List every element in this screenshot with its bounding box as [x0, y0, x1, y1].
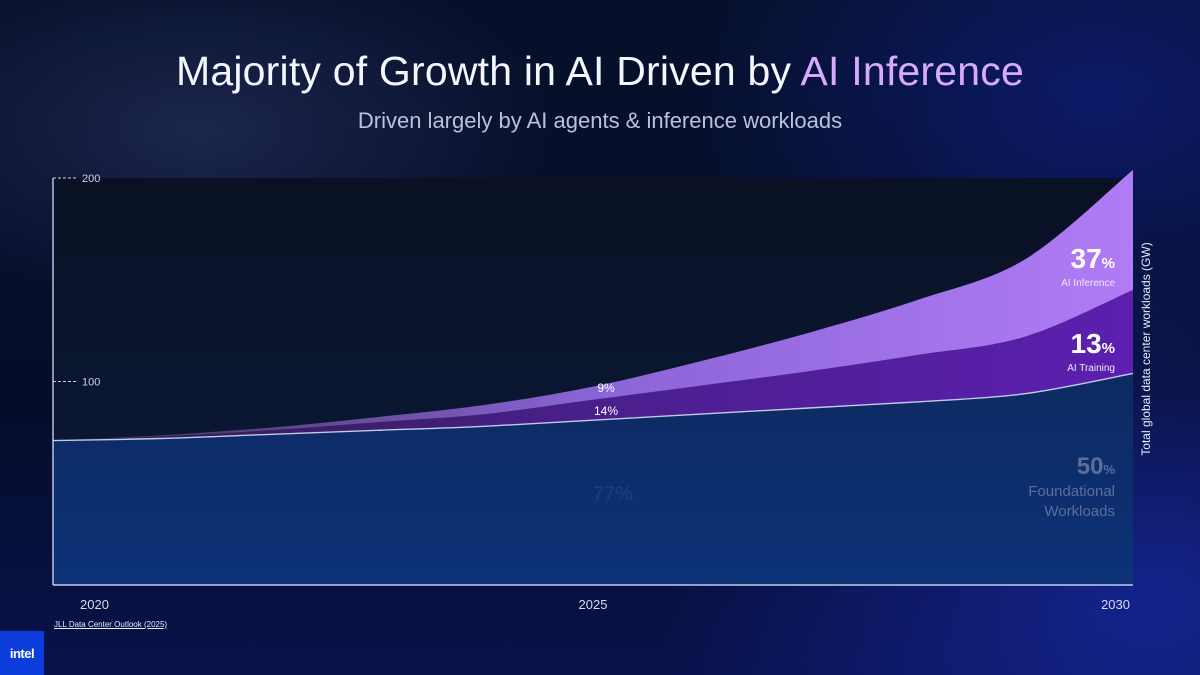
line-foundational-workloads [52, 372, 1134, 442]
label-ai-training-name: AI Training [1067, 363, 1115, 374]
label-ai-training-pct: 13% [1071, 328, 1116, 359]
source-citation[interactable]: JLL Data Center Outlook (2025) [54, 620, 168, 629]
label-ai-inference-name: AI Inference [1061, 278, 1115, 289]
label-foundational-pct: 50% [1077, 453, 1116, 480]
y-tick-label-100: 100 [82, 377, 100, 389]
area-foundational-workloads [53, 373, 1133, 585]
title-main: Majority of Growth in AI Driven by [176, 48, 801, 94]
label-foundational-name-line-2: Workloads [1044, 503, 1115, 520]
label-foundational-name-line-1: Foundational [1028, 483, 1115, 500]
label-ai-inference-pct: 37% [1071, 243, 1116, 274]
area-ai-inference [53, 169, 1133, 441]
y-axis-label: Total global data center workloads (GW) [1139, 242, 1153, 455]
slide-subtitle: Driven largely by AI agents & inference … [357, 108, 843, 133]
share-2025-foundational: 77% [593, 483, 633, 505]
y-tick-label-200: 200 [82, 173, 100, 185]
x-tick-label-2020: 2020 [80, 597, 109, 612]
share-2025-ai-training: 14% [594, 404, 618, 418]
area-ai-training [53, 289, 1133, 441]
title-accent: AI Inference [800, 48, 1024, 94]
share-2025-ai-inference: 9% [597, 381, 615, 395]
x-tick-label-2025: 2025 [579, 597, 608, 612]
intel-logo: intel [0, 631, 44, 675]
x-tick-label-2030: 2030 [1101, 597, 1130, 612]
slide-title: Majority of Growth in AI Driven by AI In… [0, 48, 1200, 95]
